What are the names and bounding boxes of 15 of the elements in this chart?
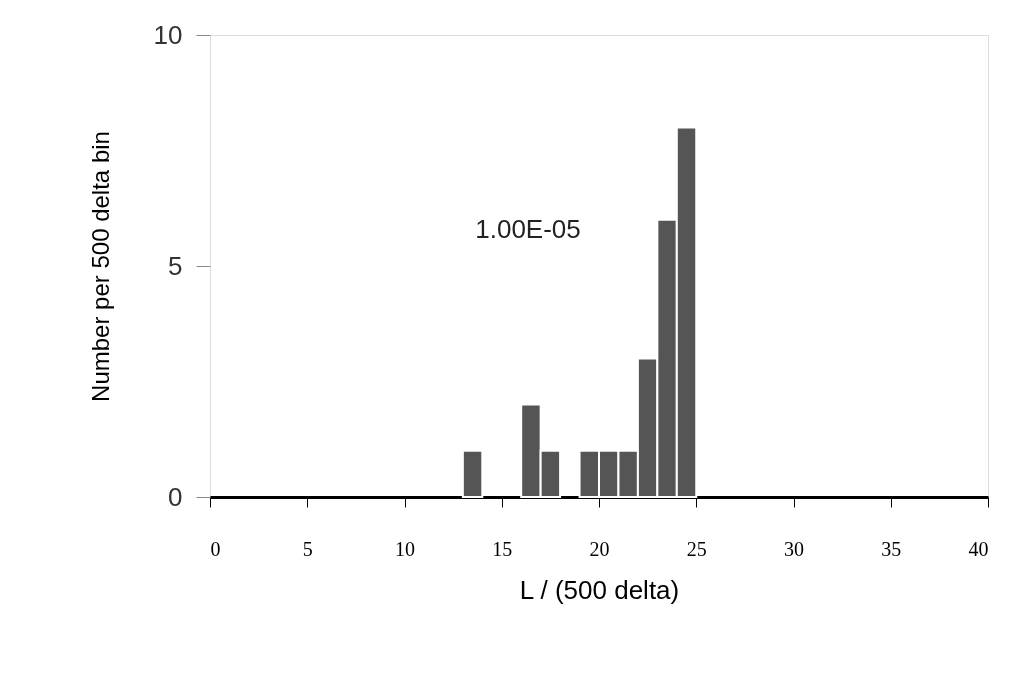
y-axis-title: Number per 500 delta bin (86, 131, 114, 402)
annotation: 1.00E-05 (475, 214, 581, 244)
x-tick-label: 10 (395, 537, 415, 560)
x-axis-title: L / (500 delta) (519, 574, 680, 605)
x-tick-label: 0 (210, 537, 221, 560)
y-tick-label: 5 (168, 250, 183, 281)
x-tick-label: 35 (881, 537, 902, 560)
x-tick-label: 20 (589, 537, 610, 560)
y-tick-label: 0 (168, 481, 183, 512)
x-tick-label: 30 (784, 537, 804, 560)
x-tick-label: 5 (302, 537, 313, 560)
x-tick-label: 15 (492, 537, 513, 560)
x-tick-label: 25 (686, 537, 707, 560)
x-tick-label: 40 (968, 537, 989, 560)
y-tick-label: 10 (153, 19, 183, 50)
